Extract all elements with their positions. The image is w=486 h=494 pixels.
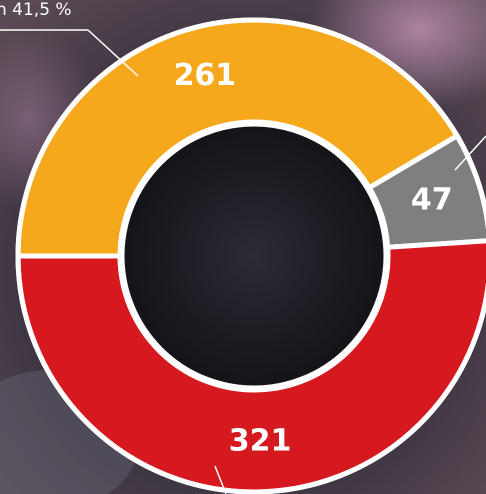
chart: 261 47 321 n 41,5 %	[0, 0, 486, 494]
value-label: 321	[229, 423, 292, 458]
value-label: 47	[411, 183, 453, 218]
donut-hole	[122, 124, 386, 388]
page: 26147321 n 41,5 % (() => { const data = …	[0, 0, 486, 494]
donut: 261 47 321	[18, 20, 486, 492]
annotation: n 41,5 %	[0, 0, 72, 20]
value-label: 261	[174, 58, 237, 93]
